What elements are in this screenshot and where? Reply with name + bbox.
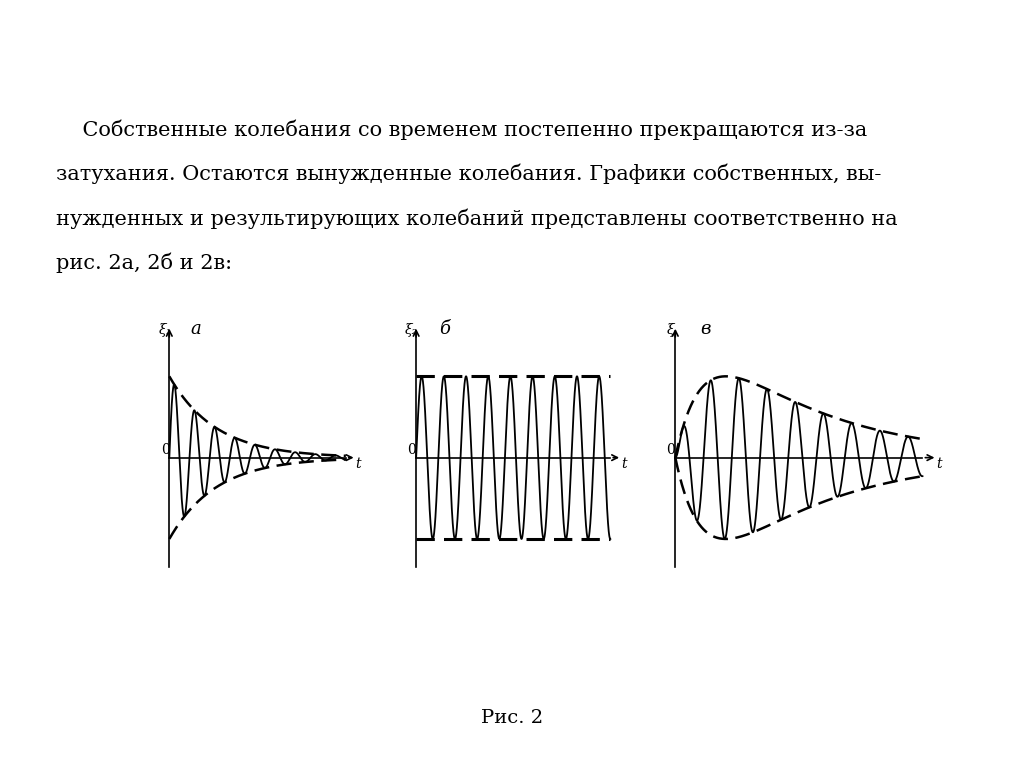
- Text: 0: 0: [408, 442, 416, 456]
- Text: 0: 0: [666, 442, 675, 456]
- Text: t: t: [936, 457, 942, 472]
- Text: t: t: [355, 457, 361, 472]
- Text: затухания. Остаются вынужденные колебания. Графики собственных, вы-: затухания. Остаются вынужденные колебани…: [56, 164, 882, 184]
- Text: t: t: [621, 457, 627, 472]
- Text: Собственные колебания со временем постепенно прекращаются из-за: Собственные колебания со временем постеп…: [56, 119, 867, 140]
- Text: ξ₁: ξ₁: [159, 323, 172, 337]
- Text: б: б: [439, 320, 451, 338]
- Text: Рис. 2: Рис. 2: [481, 709, 543, 727]
- Text: нужденных и результирующих колебаний представлены соответственно на: нужденных и результирующих колебаний пре…: [56, 208, 898, 229]
- Text: 0: 0: [162, 442, 170, 456]
- Text: а: а: [190, 320, 202, 338]
- Text: ξ: ξ: [667, 323, 675, 337]
- Text: ξ₂: ξ₂: [404, 323, 418, 337]
- Text: рис. 2а, 2б и 2в:: рис. 2а, 2б и 2в:: [56, 253, 232, 273]
- Text: в: в: [700, 320, 711, 338]
